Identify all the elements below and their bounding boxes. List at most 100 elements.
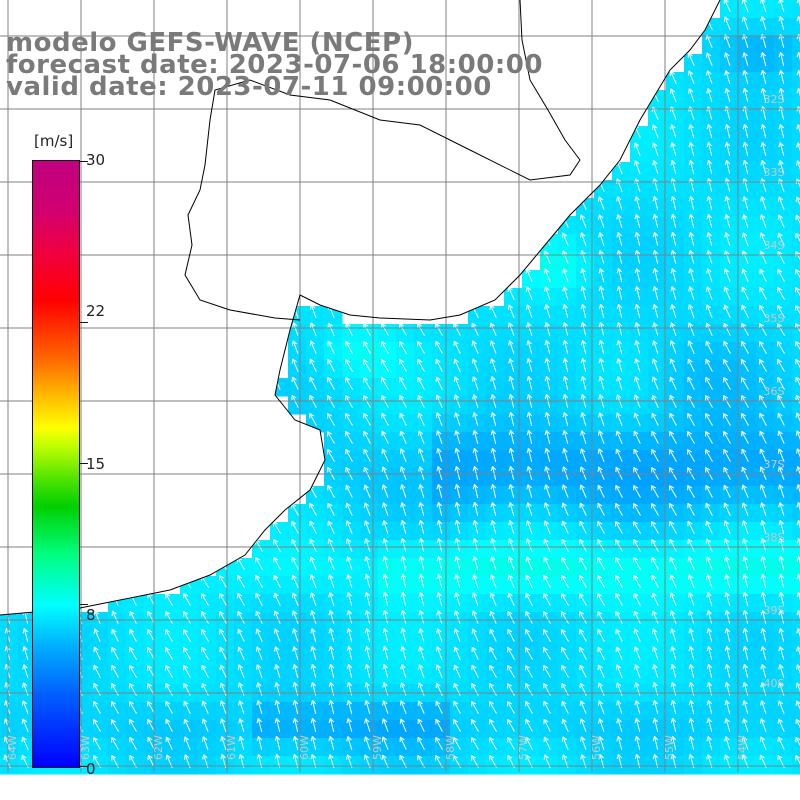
wind-arrow [507,304,515,318]
wind-speed-cell [792,630,800,649]
wind-arrow [634,322,641,337]
wind-arrow [687,70,695,84]
wind-arrow [778,69,785,85]
wind-arrow [742,141,749,157]
wind-arrow [526,304,533,318]
wind-arrow [471,358,479,372]
wind-speed-cell [792,648,800,667]
wind-arrow [652,249,659,265]
wind-arrow [724,214,731,229]
wind-arrow [598,214,605,228]
colorbar-tick-label: 0 [86,760,96,778]
wind-arrow [706,70,713,84]
wind-arrow [363,340,371,354]
wind-arrow [741,322,749,336]
wind-arrow [741,340,749,354]
wind-speed-cell [792,18,800,37]
wind-arrow [562,286,569,301]
wind-arrow [741,359,749,372]
lat-label: 40S [764,677,785,690]
wind-arrow [687,358,695,372]
colorbar-tick [80,322,88,323]
wind-arrow [688,286,695,301]
wind-arrow [634,214,641,229]
wind-arrow [616,232,623,247]
wind-speed-cell [792,558,800,577]
wind-arrow [760,87,767,103]
wind-arrow [453,340,461,354]
wind-arrow [778,16,785,31]
lon-label: 54W [736,735,749,760]
wind-arrow [634,303,641,319]
wind-speed-cell [792,360,800,379]
wind-speed-cell [792,180,800,199]
wind-arrow [543,268,551,282]
wind-arrow [687,322,695,336]
wind-arrow [616,340,623,355]
lat-label: 32S [764,93,785,106]
wind-arrow [723,16,731,30]
wind-arrow [616,321,623,337]
lon-label: 60W [298,735,311,760]
wind-arrow [345,340,353,354]
wind-arrow [417,340,425,354]
wind-arrow [562,268,569,283]
wind-arrow [741,304,749,318]
wind-speed-cell [792,234,800,253]
wind-arrow [706,88,713,103]
wind-arrow [561,232,569,246]
wind-arrow [723,304,731,318]
wind-arrow [363,322,371,336]
wind-arrow [652,340,659,355]
wind-arrow [363,359,371,372]
wind-arrow [634,340,641,355]
wind-arrow [309,358,317,372]
wind-arrow [706,141,713,157]
wind-arrow [651,358,659,372]
wind-arrow [777,268,785,282]
wind-arrow [598,303,605,319]
wind-arrow [670,142,677,157]
wind-speed-cell [792,540,800,559]
wind-speed-cell [792,54,800,73]
wind-speed-cell [792,0,800,19]
wind-arrow [652,142,659,156]
wind-arrow [724,123,731,139]
wind-arrow [544,286,551,300]
wind-arrow [705,304,713,318]
wind-arrow [651,124,659,138]
wind-arrow [688,88,695,102]
wind-speed-cell [792,342,800,361]
wind-arrow [598,357,605,373]
wind-arrow [760,123,767,139]
wind-arrow [544,304,551,319]
wind-arrow [616,285,623,301]
lon-label: 63W [79,735,92,760]
wind-speed-cell [792,108,800,127]
wind-arrow [706,232,713,247]
wind-arrow [795,268,800,279]
wind-arrow [760,0,767,12]
wind-speed-cell [792,216,800,235]
wind-arrow [795,232,800,243]
wind-arrow [758,341,767,354]
wind-arrow [435,358,443,372]
wind-arrow [580,339,587,355]
wind-arrow [705,358,713,372]
wind-arrow [526,358,533,373]
wind-arrow [778,142,785,157]
wind-arrow [777,214,785,228]
wind-arrow [291,376,299,390]
wind-speed-cell [792,270,800,289]
wind-arrow [795,340,800,351]
wind-arrow [723,0,731,12]
lat-label: 33S [764,166,785,179]
wind-arrow [616,267,623,283]
wind-arrow [598,268,605,283]
wind-arrow [598,321,605,337]
wind-arrow [778,87,785,103]
wind-arrow [760,52,767,67]
wind-arrow [742,123,749,139]
wind-arrow [705,286,713,300]
